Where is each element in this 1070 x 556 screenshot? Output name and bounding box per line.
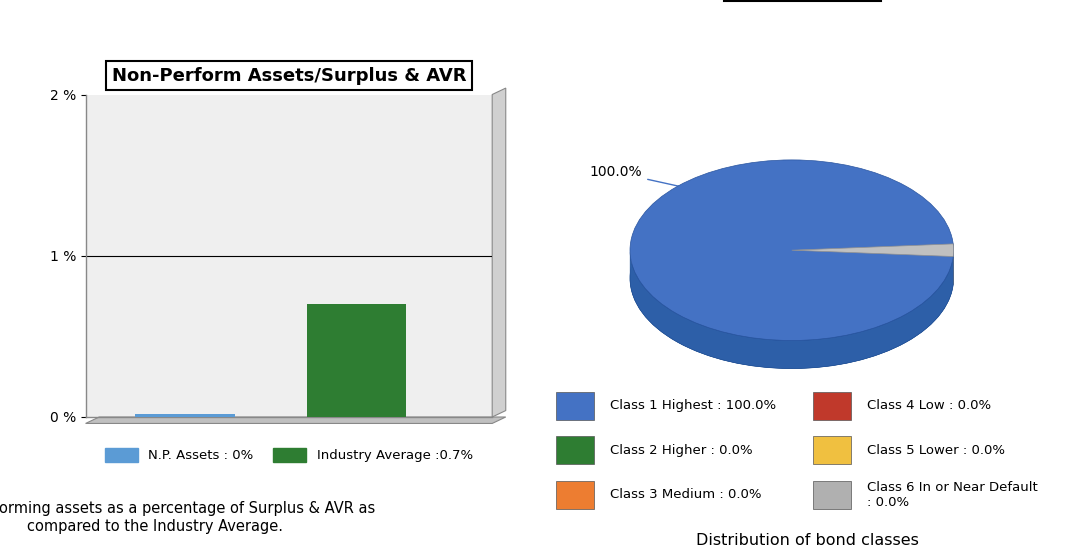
Text: Non-performing assets as a percentage of Surplus & AVR as
compared to the Indust: Non-performing assets as a percentage of… bbox=[0, 502, 376, 534]
Polygon shape bbox=[792, 244, 953, 256]
Bar bbox=[135, 414, 234, 417]
Bar bbox=[813, 436, 851, 464]
Bar bbox=[556, 481, 594, 509]
Legend: N.P. Assets : 0%, Industry Average :0.7%: N.P. Assets : 0%, Industry Average :0.7% bbox=[100, 443, 478, 468]
Title: Non-Perform Assets/Surplus & AVR: Non-Perform Assets/Surplus & AVR bbox=[111, 67, 467, 85]
Text: Class 3 Medium : 0.0%: Class 3 Medium : 0.0% bbox=[610, 488, 762, 502]
Text: Class 4 Low : 0.0%: Class 4 Low : 0.0% bbox=[867, 399, 991, 413]
Ellipse shape bbox=[630, 188, 953, 369]
Text: Class 2 Higher : 0.0%: Class 2 Higher : 0.0% bbox=[610, 444, 752, 457]
Bar bbox=[813, 481, 851, 509]
Ellipse shape bbox=[630, 160, 953, 340]
Bar bbox=[556, 436, 594, 464]
Text: Class 6 In or Near Default
: 0.0%: Class 6 In or Near Default : 0.0% bbox=[867, 481, 1038, 509]
Polygon shape bbox=[86, 417, 506, 424]
Polygon shape bbox=[492, 88, 506, 417]
Text: Class 5 Lower : 0.0%: Class 5 Lower : 0.0% bbox=[867, 444, 1005, 457]
Bar bbox=[556, 392, 594, 420]
Bar bbox=[813, 392, 851, 420]
Polygon shape bbox=[630, 252, 953, 369]
Text: Distribution of bond classes: Distribution of bond classes bbox=[697, 533, 919, 548]
Bar bbox=[307, 304, 407, 417]
Text: 100.0%: 100.0% bbox=[590, 165, 700, 191]
Text: Class 1 Highest : 100.0%: Class 1 Highest : 100.0% bbox=[610, 399, 776, 413]
